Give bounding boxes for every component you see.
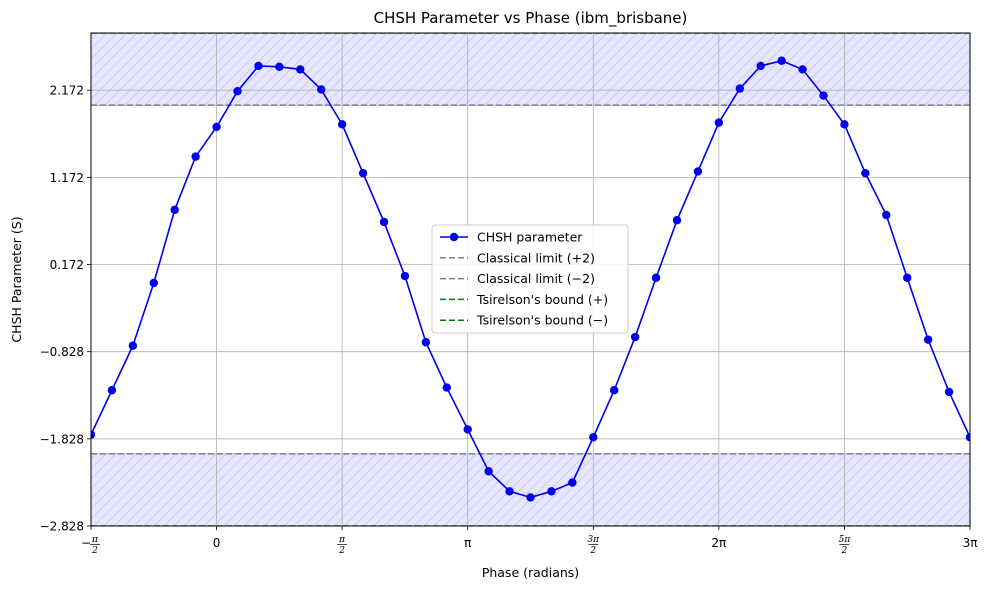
data-point xyxy=(296,65,305,74)
chsh-series xyxy=(91,56,970,502)
y-tick-label: 0.172 xyxy=(50,258,84,272)
data-point xyxy=(882,210,891,220)
svg-text:Tsirelson's bound (+): Tsirelson's bound (+) xyxy=(476,292,608,307)
x-tick-label: 2π xyxy=(711,536,726,550)
y-tick-label: −1.828 xyxy=(40,432,84,446)
legend-box xyxy=(431,224,629,334)
legend-entry: Classical limit (−2) xyxy=(440,271,595,286)
svg-text:2: 2 xyxy=(841,546,848,556)
data-point xyxy=(128,341,138,350)
data-point xyxy=(233,87,242,96)
chart-title: CHSH Parameter vs Phase (ibm_brisbane) xyxy=(374,9,688,28)
data-point xyxy=(589,433,598,442)
legend-entry: Classical limit (+2) xyxy=(440,250,595,265)
data-point xyxy=(421,338,431,347)
data-point xyxy=(149,278,158,288)
data-point xyxy=(400,271,410,281)
svg-text:2: 2 xyxy=(338,546,345,556)
data-point xyxy=(693,167,703,176)
data-point xyxy=(254,61,263,71)
data-point xyxy=(735,84,744,93)
legend-entry: Tsirelson's bound (−) xyxy=(440,313,608,328)
data-point xyxy=(777,56,786,65)
reference-lines xyxy=(91,33,970,526)
svg-text:5π: 5π xyxy=(839,535,852,545)
x-tick-label: π2 xyxy=(337,535,348,556)
svg-text:2: 2 xyxy=(589,546,596,556)
data-point xyxy=(944,387,954,397)
legend-entry: Tsirelson's bound (+) xyxy=(440,292,608,307)
data-point xyxy=(191,152,200,161)
data-point xyxy=(170,205,179,214)
svg-text:−: − xyxy=(81,536,91,550)
svg-text:Classical limit (−2): Classical limit (−2) xyxy=(477,271,595,286)
data-point xyxy=(379,217,389,227)
x-axis-label: Phase (radians) xyxy=(482,565,579,580)
data-point xyxy=(212,122,221,132)
data-point xyxy=(526,493,535,502)
y-axis-ticks: −2.828 −1.828 −0.828 0.172 1.172 2.172 xyxy=(40,84,91,534)
data-point xyxy=(630,332,640,342)
data-point xyxy=(337,120,347,129)
data-point xyxy=(358,168,368,178)
data-point xyxy=(651,273,661,282)
svg-text:Classical limit (+2): Classical limit (+2) xyxy=(477,250,595,265)
data-point xyxy=(756,61,765,71)
y-tick-label: 1.172 xyxy=(50,171,84,185)
x-tick-label: 5π2 xyxy=(839,535,852,556)
svg-text:π: π xyxy=(91,535,99,545)
data-point xyxy=(91,430,96,439)
plot-frame xyxy=(90,32,971,527)
x-tick-label: 3π xyxy=(963,536,978,550)
data-point xyxy=(610,385,619,395)
data-point xyxy=(463,425,472,434)
data-point xyxy=(547,487,556,496)
legend-entry: CHSH parameter xyxy=(440,230,583,245)
data-point xyxy=(714,118,724,127)
svg-text:2: 2 xyxy=(91,546,98,556)
data-point xyxy=(672,216,682,225)
svg-text:Tsirelson's bound (−): Tsirelson's bound (−) xyxy=(476,313,608,328)
y-axis-label: CHSH Parameter (S) xyxy=(9,216,24,342)
y-tick-label: −0.828 xyxy=(40,345,84,359)
data-point xyxy=(505,487,514,496)
data-point xyxy=(568,478,577,487)
svg-text:π: π xyxy=(338,535,346,545)
data-point xyxy=(819,91,828,100)
data-point xyxy=(107,385,117,395)
data-point xyxy=(442,383,451,392)
data-point xyxy=(317,85,326,94)
shaded-region-1 xyxy=(91,453,970,526)
y-tick-label: −2.828 xyxy=(40,520,84,534)
svg-text:3π: 3π xyxy=(587,535,600,545)
x-tick-label: π xyxy=(464,536,471,550)
data-point xyxy=(275,62,284,72)
data-point xyxy=(840,120,849,129)
data-point xyxy=(965,433,970,442)
data-point xyxy=(923,335,933,344)
x-tick-label: − π2 xyxy=(81,535,100,556)
data-point xyxy=(484,467,493,476)
data-point xyxy=(798,65,807,74)
data-point xyxy=(861,168,870,178)
data-point xyxy=(903,273,912,282)
x-tick-label: 3π2 xyxy=(587,535,600,556)
svg-text:CHSH parameter: CHSH parameter xyxy=(477,230,583,245)
shaded-region-0 xyxy=(91,33,970,106)
legend: CHSH parameter Classical limit (+2) Classi… xyxy=(431,224,629,334)
y-tick-label: 2.172 xyxy=(50,84,84,98)
x-tick-label: 0 xyxy=(213,536,221,550)
